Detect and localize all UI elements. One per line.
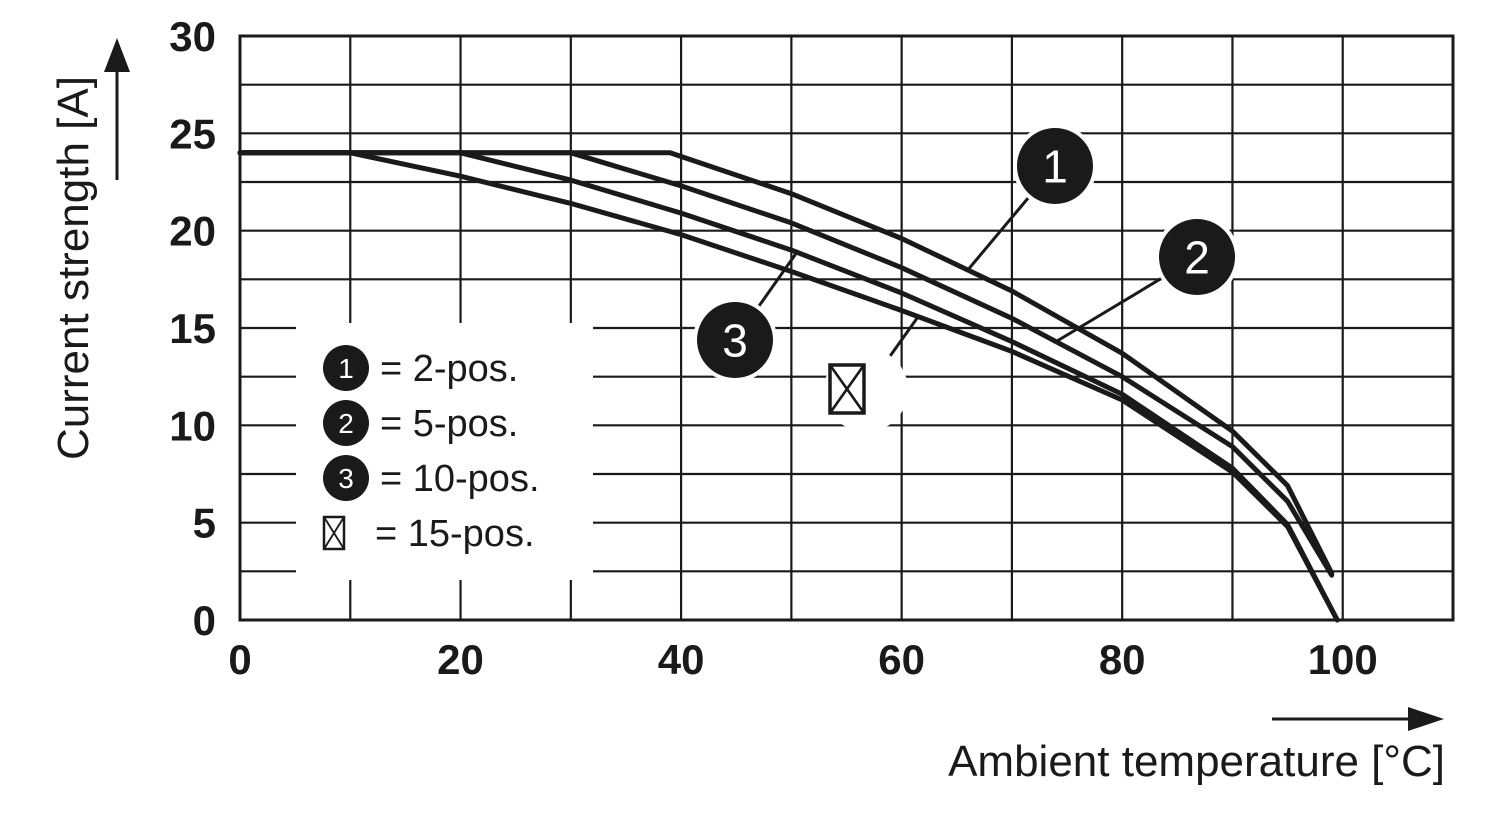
legend-badge-2: 2: [323, 400, 369, 446]
legend: 1 = 2-pos. 2 = 5-pos. 3 = 10-pos. = 15-pos.: [296, 323, 593, 580]
y-tick-label: 0: [193, 597, 216, 644]
callout-leader-2: [1055, 276, 1164, 343]
callout-boxed-x-icon: [828, 363, 866, 415]
y-tick-label: 25: [169, 110, 216, 157]
callout-halo: [824, 348, 908, 432]
axes: [238, 34, 1455, 622]
callout-badge-1-text: 1: [1042, 141, 1068, 193]
x-tick-label: 0: [228, 636, 251, 683]
x-axis-arrow: [1272, 707, 1444, 731]
series-line-1: [237, 150, 1335, 576]
x-tick-label: 40: [658, 636, 705, 683]
callout-badge-2: 2: [1159, 219, 1235, 295]
callout-badge-1: 1: [1017, 128, 1093, 204]
x-axis-title: Ambient temperature [°C]: [948, 737, 1445, 786]
y-tick-label: 30: [169, 13, 216, 60]
tick-labels: 0 20 40 60 80 100 0 5 10 15 20 25 30: [169, 13, 1377, 683]
series-line-4: [237, 150, 1340, 623]
series-callouts: 1 2 3: [693, 124, 1239, 432]
legend-boxed-x-icon: [322, 515, 346, 551]
x-tick-label: 80: [1099, 636, 1146, 683]
series-lines: [237, 150, 1340, 623]
legend-badge-3: 3: [323, 455, 369, 501]
y-tick-label: 5: [193, 500, 216, 547]
callout-leader-1: [966, 195, 1031, 271]
x-tick-label: 20: [437, 636, 484, 683]
legend-label: = 15-pos.: [375, 513, 535, 555]
legend-badge-3-text: 3: [338, 463, 354, 494]
x-tick-label: 100: [1308, 636, 1378, 683]
y-tick-label: 15: [169, 305, 216, 352]
callout-leader-4: [887, 315, 920, 359]
y-axis-title: Current strength [A]: [49, 76, 98, 460]
legend-badge-2-text: 2: [338, 408, 354, 439]
callout-badge-3-text: 3: [722, 315, 748, 367]
series-line-2: [237, 150, 1335, 578]
callout-badge-3: 3: [697, 302, 773, 378]
y-tick-label: 10: [169, 402, 216, 449]
plot-frame: [238, 34, 1455, 622]
legend-badge-1-text: 1: [338, 353, 354, 384]
callout-leader-3: [756, 251, 799, 309]
x-tick-label: 60: [878, 636, 925, 683]
legend-label: = 10-pos.: [380, 458, 540, 500]
y-axis-arrow: [104, 38, 130, 180]
callout-badge-2-text: 2: [1184, 232, 1210, 284]
y-tick-label: 20: [169, 208, 216, 255]
legend-label: = 5-pos.: [380, 403, 518, 445]
legend-label: = 2-pos.: [380, 348, 518, 390]
legend-badge-1: 1: [323, 345, 369, 391]
